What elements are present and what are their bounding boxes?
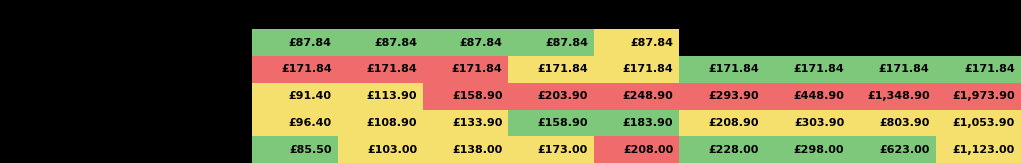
Text: £87.84: £87.84 <box>459 38 502 48</box>
Bar <box>338 110 423 136</box>
Text: £133.90: £133.90 <box>452 118 502 128</box>
Bar <box>679 110 765 136</box>
Bar <box>679 83 765 110</box>
Bar <box>594 29 679 56</box>
Bar <box>423 83 508 110</box>
Bar <box>252 110 338 136</box>
Text: £1,053.90: £1,053.90 <box>953 118 1015 128</box>
Text: £1,123.00: £1,123.00 <box>953 145 1015 155</box>
Text: £96.40: £96.40 <box>289 118 332 128</box>
Text: £293.90: £293.90 <box>709 91 759 101</box>
Bar <box>765 56 850 83</box>
Bar <box>508 110 594 136</box>
Text: £87.84: £87.84 <box>545 38 588 48</box>
Text: £113.90: £113.90 <box>367 91 417 101</box>
Text: £103.00: £103.00 <box>367 145 417 155</box>
Bar <box>765 83 850 110</box>
Text: £1,973.90: £1,973.90 <box>953 91 1015 101</box>
Text: £158.90: £158.90 <box>452 91 502 101</box>
Text: £91.40: £91.40 <box>289 91 332 101</box>
Bar <box>508 29 594 56</box>
Text: £171.84: £171.84 <box>879 64 929 74</box>
Bar <box>594 136 679 163</box>
Text: £87.84: £87.84 <box>630 38 673 48</box>
Text: £623.00: £623.00 <box>879 145 929 155</box>
Bar <box>935 29 1021 56</box>
Text: £171.84: £171.84 <box>451 64 502 74</box>
Bar <box>935 56 1021 83</box>
Text: £303.90: £303.90 <box>794 118 844 128</box>
Bar <box>850 110 935 136</box>
Text: £448.90: £448.90 <box>793 91 844 101</box>
Bar <box>850 83 935 110</box>
Bar <box>935 83 1021 110</box>
Text: £158.90: £158.90 <box>537 118 588 128</box>
Bar <box>252 56 338 83</box>
Bar <box>423 29 508 56</box>
Text: £85.50: £85.50 <box>289 145 332 155</box>
Bar <box>252 83 338 110</box>
Text: £183.90: £183.90 <box>623 118 673 128</box>
Text: £171.84: £171.84 <box>793 64 844 74</box>
Bar <box>338 56 423 83</box>
Bar <box>765 136 850 163</box>
Bar <box>423 136 508 163</box>
Bar <box>338 83 423 110</box>
Bar <box>679 29 765 56</box>
Text: £298.00: £298.00 <box>793 145 844 155</box>
Bar <box>423 56 508 83</box>
Text: £803.90: £803.90 <box>879 118 929 128</box>
Text: £228.00: £228.00 <box>709 145 759 155</box>
Bar <box>252 29 338 56</box>
Text: £87.84: £87.84 <box>289 38 332 48</box>
Bar <box>252 136 338 163</box>
Text: £171.84: £171.84 <box>537 64 588 74</box>
Bar <box>850 56 935 83</box>
Bar <box>594 83 679 110</box>
Bar <box>508 136 594 163</box>
Bar <box>935 110 1021 136</box>
Text: £173.00: £173.00 <box>538 145 588 155</box>
Text: £138.00: £138.00 <box>452 145 502 155</box>
Text: £208.00: £208.00 <box>623 145 673 155</box>
Bar <box>679 56 765 83</box>
Bar <box>423 110 508 136</box>
Bar <box>850 136 935 163</box>
Bar <box>679 136 765 163</box>
Bar <box>594 110 679 136</box>
Text: £171.84: £171.84 <box>708 64 759 74</box>
Bar <box>765 110 850 136</box>
Bar <box>508 83 594 110</box>
Text: £203.90: £203.90 <box>537 91 588 101</box>
Bar <box>850 29 935 56</box>
Text: £171.84: £171.84 <box>281 64 332 74</box>
Text: £171.84: £171.84 <box>623 64 673 74</box>
Text: £208.90: £208.90 <box>709 118 759 128</box>
Text: £1,348.90: £1,348.90 <box>867 91 929 101</box>
Bar <box>508 56 594 83</box>
Bar <box>935 136 1021 163</box>
Bar <box>594 56 679 83</box>
Text: £171.84: £171.84 <box>964 64 1015 74</box>
Bar <box>338 136 423 163</box>
Bar <box>765 29 850 56</box>
Text: £171.84: £171.84 <box>367 64 417 74</box>
Bar <box>338 29 423 56</box>
Text: £108.90: £108.90 <box>367 118 417 128</box>
Text: £248.90: £248.90 <box>623 91 673 101</box>
Text: £87.84: £87.84 <box>374 38 417 48</box>
